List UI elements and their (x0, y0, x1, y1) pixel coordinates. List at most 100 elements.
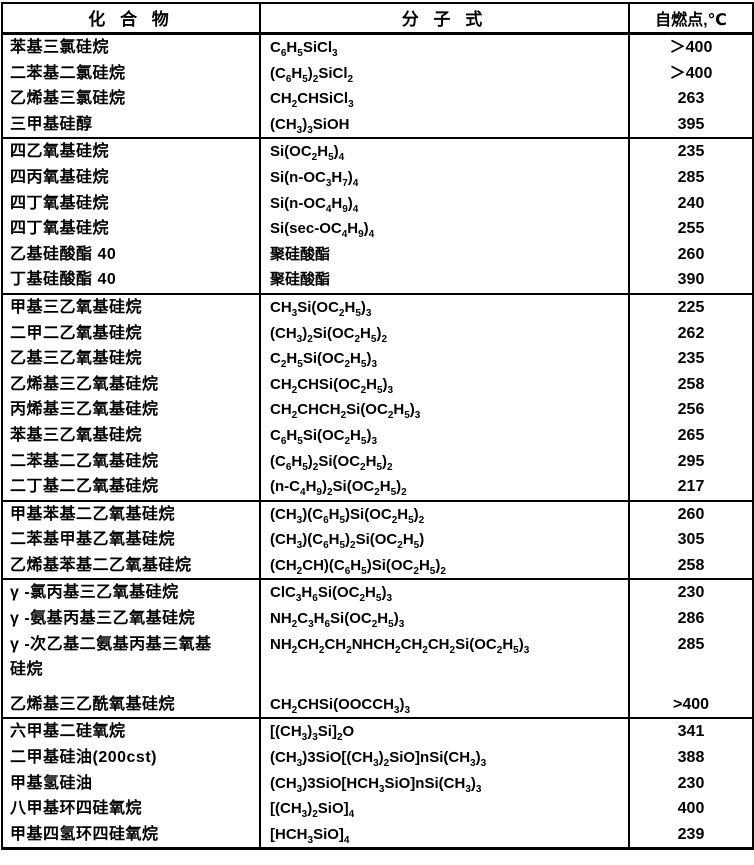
molecular-formula: ClC3H6Si(OC2H5)3 (260, 578, 630, 607)
compound-name: 四丙氧基硅烷 (2, 164, 261, 191)
table-body: 苯基三氯硅烷 C6H5SiCl3 ＞400 二苯基二氯硅烷 (C6H5)2SiCl2 ＞4… (2, 33, 753, 849)
table-row: 六甲基二硅氧烷 [(CH3)3Si]2O 341 (2, 717, 753, 746)
compound-name: 二甲基硅油(200cst) (2, 745, 261, 771)
header-autoignition-temp: 自燃点,℃ (629, 3, 753, 35)
molecular-formula: Si(sec-OC4H9)4 (260, 216, 630, 242)
compound-name: 乙烯基苯基二乙氧基硅烷 (2, 552, 261, 580)
table-row: 三甲基硅醇 (CH3)3SiOH 395 (2, 111, 753, 139)
molecular-formula: (CH3)3SiO[(CH3)2SiO]nSi(CH3)3 (260, 745, 630, 771)
table-row: 四丁氧基硅烷 Si(n-OC4H9)4 240 (2, 190, 753, 217)
table-row: 甲基三乙氧基硅烷 CH3Si(OC2H5)3 225 (2, 292, 753, 321)
molecular-formula: CH3Si(OC2H5)3 (260, 292, 630, 321)
autoignition-temp-value: 256 (677, 401, 705, 419)
autoignition-temp-value: 255 (677, 220, 705, 238)
molecular-formula: C6H5Si(OC2H5)3 (260, 422, 630, 449)
table-row: 二甲基硅油(200cst) (CH3)3SiO[(CH3)2SiO]nSi(CH3… (2, 745, 753, 771)
compound-name: 甲基苯基二乙氧基硅烷 (2, 499, 261, 528)
autoignition-temp-value: 239 (677, 825, 705, 843)
molecular-formula: CH2CHSi(OC2H5)3 (260, 371, 630, 398)
autoignition-temp-value: 263 (677, 90, 705, 108)
autoignition-temp-value: 285 (677, 635, 705, 653)
compound-name: 四乙氧基硅烷 (2, 137, 261, 165)
compound-name: 苯基三氯硅烷 (2, 33, 261, 61)
molecular-formula: C6H5SiCl3 (260, 33, 630, 61)
header-compound: 化 合 物 (2, 3, 261, 35)
table-row: 甲基苯基二乙氧基硅烷 (CH3)(C6H5)Si(OC2H5)2 260 (2, 499, 753, 528)
table-row: 四乙氧基硅烷 Si(OC2H5)4 235 (2, 137, 753, 165)
autoignition-temp-value: ＞400 (669, 39, 713, 56)
compound-name: 三甲基硅醇 (2, 111, 261, 139)
table-row: 二苯基甲基乙氧基硅烷 (CH3)(C6H5)2Si(OC2H5) 305 (2, 527, 753, 553)
molecular-formula: (CH2CH)(C6H5)Si(OC2H5)2 (260, 552, 630, 580)
autoignition-temp-value: >400 (672, 695, 710, 713)
molecular-formula: CH2CHSiCl3 (260, 86, 630, 112)
table-row: 苯基三氯硅烷 C6H5SiCl3 ＞400 (2, 33, 753, 61)
table-row: 八甲基环四硅氧烷 [(CH3)2SiO]4 400 (2, 796, 753, 822)
autoignition-temp-value: 225 (629, 292, 753, 321)
autoignition-temp-value: 295 (677, 452, 705, 470)
compound-name: 苯基三乙氧基硅烷 (2, 422, 261, 449)
molecular-formula: Si(OC2H5)4 (260, 137, 630, 165)
table-row: 四丙氧基硅烷 Si(n-OC3H7)4 285 (2, 164, 753, 191)
autoignition-temp-value: 285 (677, 168, 705, 186)
molecular-formula: (C6H5)2Si(OC2H5)2 (260, 448, 630, 475)
header-molecular-formula: 分 子 式 (260, 3, 630, 35)
compound-name: 二苯基二氯硅烷 (2, 60, 261, 87)
table-row: 丁基硅酸酯 40 聚硅酸酯 390 (2, 267, 753, 294)
table-row: 甲基四氢环四硅氧烷 [HCH3SiO]4 239 (2, 821, 753, 849)
compound-name: 乙烯基三乙酰氧基硅烷 (2, 691, 261, 719)
table-row: 四丁氧基硅烷 Si(sec-OC4H9)4 255 (2, 216, 753, 242)
compound-name: γ -氯丙基三乙氧基硅烷 (2, 578, 261, 607)
molecular-formula: (CH3)3SiOH (260, 111, 630, 139)
molecular-formula: CH2CHSi(OOCCH3)3 (260, 691, 630, 719)
molecular-formula: (CH3)3SiO[HCH3SiO]nSi(CH3)3 (260, 770, 630, 797)
molecular-formula: [(CH3)2SiO]4 (260, 796, 630, 822)
molecular-formula: [(CH3)3Si]2O (260, 717, 630, 746)
autoignition-temp-value: 388 (677, 749, 705, 767)
compound-name: 二苯基二乙氧基硅烷 (2, 448, 261, 475)
compound-name: 甲基四氢环四硅氧烷 (2, 821, 261, 849)
molecular-formula: [HCH3SiO]4 (260, 821, 630, 849)
compound-name: 丁基硅酸酯 40 (2, 267, 261, 294)
table-row: 甲基氢硅油 (CH3)3SiO[HCH3SiO]nSi(CH3)3 230 (2, 770, 753, 797)
compound-name: 乙烯基三乙氧基硅烷 (2, 371, 261, 398)
autoignition-temp-value: 260 (629, 499, 753, 528)
table-row: 丙烯基三乙氧基硅烷 CH2CHCH2Si(OC2H5)3 256 (2, 397, 753, 423)
autoignition-temp-value: 390 (677, 271, 705, 289)
molecular-formula: NH2CH2CH2NHCH2CH2CH2Si(OC2H5)3 (260, 631, 630, 692)
molecular-formula: 聚硅酸酯 (260, 267, 630, 294)
autoignition-temp-value: 395 (677, 115, 705, 133)
autoignition-temp-value: 235 (677, 350, 705, 368)
compound-name: 乙烯基三氯硅烷 (2, 86, 261, 112)
table-row: 二苯基二氯硅烷 (C6H5)2SiCl2 ＞400 (2, 60, 753, 87)
compound-name: 甲基氢硅油 (2, 770, 261, 797)
autoignition-temp-value: 262 (677, 324, 705, 342)
compound-name: 二苯基甲基乙氧基硅烷 (2, 527, 261, 553)
autoignition-temp-value: 230 (677, 774, 705, 792)
molecular-formula: C2H5Si(OC2H5)3 (260, 346, 630, 372)
autoignition-temp-value: 260 (677, 245, 705, 263)
molecular-formula: (CH3)(C6H5)2Si(OC2H5) (260, 527, 630, 553)
molecular-formula: Si(n-OC3H7)4 (260, 164, 630, 191)
table-row: 二丁基二乙氧基硅烷 (n-C4H9)2Si(OC2H5)2 217 (2, 474, 753, 501)
table-row: 乙基三乙氧基硅烷 C2H5Si(OC2H5)3 235 (2, 346, 753, 372)
autoignition-temp-value: 258 (677, 375, 705, 393)
compound-name: 乙基硅酸酯 40 (2, 241, 261, 268)
compound-name: 二甲二乙氧基硅烷 (2, 320, 261, 347)
table-row: 乙烯基三乙酰氧基硅烷 CH2CHSi(OOCCH3)3 >400 (2, 691, 753, 719)
compound-name: γ -氨基丙基三乙氧基硅烷 (2, 606, 261, 632)
autoignition-temp-value: ＞400 (669, 64, 713, 82)
table-row: 苯基三乙氧基硅烷 C6H5Si(OC2H5)3 265 (2, 422, 753, 449)
molecular-formula: NH2C3H6Si(OC2H5)3 (260, 606, 630, 632)
table-row: 乙基硅酸酯 40 聚硅酸酯 260 (2, 241, 753, 268)
compound-name: 四丁氧基硅烷 (2, 216, 261, 242)
molecular-formula: CH2CHCH2Si(OC2H5)3 (260, 397, 630, 423)
table-row: 乙烯基三氯硅烷 CH2CHSiCl3 263 (2, 86, 753, 112)
molecular-formula: (CH3)2Si(OC2H5)2 (260, 320, 630, 347)
autoignition-temp-value: 305 (677, 531, 705, 549)
compound-name: 乙基三乙氧基硅烷 (2, 346, 261, 372)
autoignition-temp-value: 265 (677, 426, 705, 444)
table-row: 二甲二乙氧基硅烷 (CH3)2Si(OC2H5)2 262 (2, 320, 753, 347)
